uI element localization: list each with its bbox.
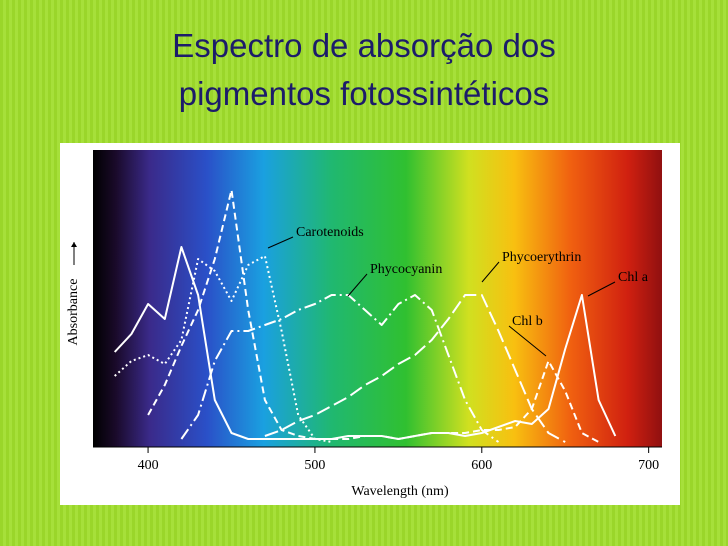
x-tick-label: 600 [471,458,492,473]
label-arrow [587,281,616,297]
label-arrow [481,261,500,283]
series-label: Carotenoids [296,225,364,240]
series-line [180,294,500,443]
series-label: Phycocyanin [370,262,442,277]
label-arrow [508,325,547,357]
y-axis-group: Absorbance [66,242,81,345]
series-label: Chl a [618,270,649,285]
slide-title: Espectro de absorção dos pigmentos fotos… [172,27,556,112]
spectrum [93,150,662,447]
x-tick-label: 700 [638,458,659,473]
x-tick-label: 400 [138,458,159,473]
label-arrow [347,273,368,297]
x-tick-label: 500 [304,458,325,473]
y-arrow-head [71,242,77,247]
x-axis-label: Wavelength (nm) [351,484,449,499]
y-axis-label: Absorbance [66,279,81,346]
label-arrow [267,236,294,249]
series-line [264,294,566,443]
series-label: Chl b [512,314,543,329]
series-label: Phycoerythrin [502,250,581,265]
